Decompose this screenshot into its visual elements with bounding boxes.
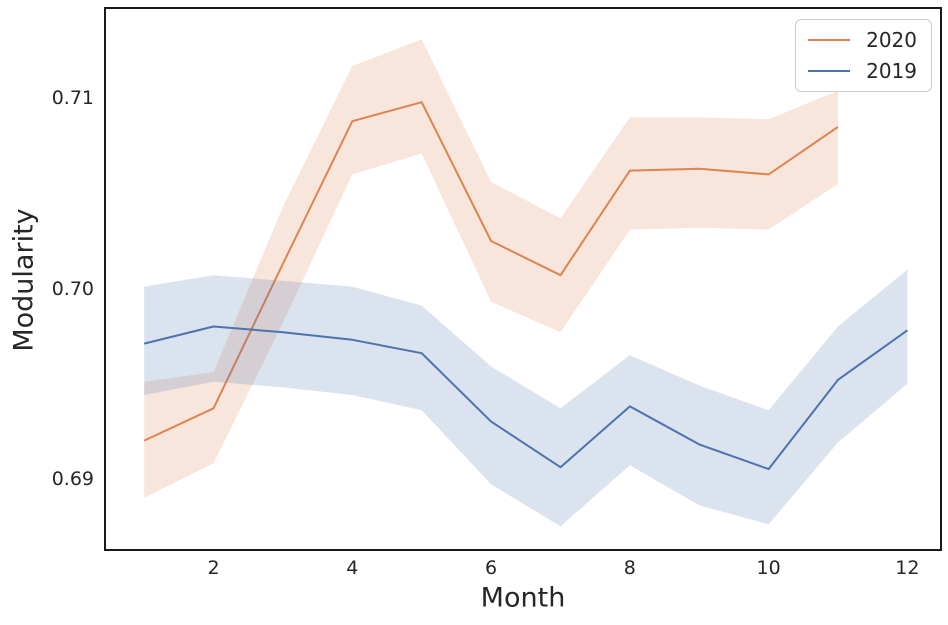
legend-line-swatch-2019 [808,70,851,72]
x-axis-label: Month [480,582,566,614]
band-2019 [144,269,908,527]
x-tick-label-2: 2 [207,557,220,579]
x-tick-label-8: 8 [623,557,636,579]
legend-label-2020: 2020 [866,28,917,52]
chart-svg [143,39,908,527]
legend-item-2019: 2019 [808,59,917,83]
x-tick-label-4: 4 [346,557,359,579]
band-2020 [144,39,838,498]
legend: 2020 2019 [795,19,932,92]
legend-label-2019: 2019 [866,59,917,83]
x-tick-label-6: 6 [485,557,498,579]
y-tick-label-0.71: 0.71 [51,87,94,110]
line-2020 [143,101,839,442]
y-tick-label-0.70: 0.70 [51,277,94,300]
legend-item-2020: 2020 [808,28,917,52]
x-tick-label-10: 10 [756,557,781,579]
line-2019 [143,325,908,471]
legend-line-swatch-2020 [808,39,851,41]
plot-area: 2020 2019 [104,7,942,551]
y-tick-label-0.69: 0.69 [51,467,94,490]
x-tick-label-12: 12 [895,557,920,579]
